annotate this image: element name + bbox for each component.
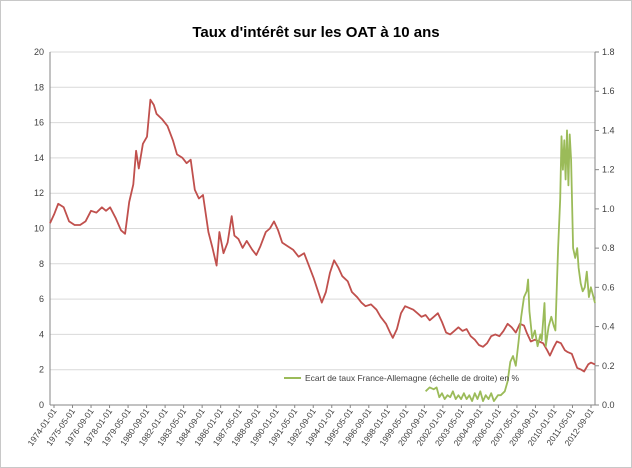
left-tick-label: 6 xyxy=(39,294,44,304)
spread-series-line xyxy=(424,129,596,402)
legend: Ecart de taux France-Allemagne (échelle … xyxy=(284,373,519,383)
right-tick-label: 0.2 xyxy=(602,361,615,371)
right-tick-label: 1.8 xyxy=(602,47,615,57)
legend-label: Ecart de taux France-Allemagne (échelle … xyxy=(305,373,519,383)
right-tick-label: 1.4 xyxy=(602,125,615,135)
left-tick-label: 18 xyxy=(34,82,44,92)
chart-title: Taux d'intérêt sur les OAT à 10 ans xyxy=(192,24,440,41)
oat-rate-series-line xyxy=(49,98,596,373)
x-axis-tick-labels: 1974-01-011975-05-011976-09-011978-01-01… xyxy=(26,406,596,448)
left-tick-label: 12 xyxy=(34,188,44,198)
grid xyxy=(50,51,595,371)
right-tick-label: 0.4 xyxy=(602,322,615,332)
left-tick-label: 16 xyxy=(34,118,44,128)
right-tick-label: 0.8 xyxy=(602,243,615,253)
right-tick-label: 1.2 xyxy=(602,165,615,175)
left-tick-label: 14 xyxy=(34,153,44,163)
right-tick-label: 0.0 xyxy=(602,400,615,410)
left-tick-label: 8 xyxy=(39,259,44,269)
left-tick-label: 0 xyxy=(39,400,44,410)
left-tick-label: 10 xyxy=(34,224,44,234)
series-lines xyxy=(49,98,596,402)
left-tick-label: 4 xyxy=(39,329,44,339)
axes xyxy=(49,51,599,408)
left-axis-tick-labels: 0 2 4 6 8 10 12 14 16 18 20 xyxy=(34,47,44,410)
right-tick-label: 0.6 xyxy=(602,282,615,292)
right-tick-label: 1.6 xyxy=(602,86,615,96)
left-tick-label: 20 xyxy=(34,47,44,57)
right-tick-label: 1.0 xyxy=(602,204,615,214)
right-axis-tick-labels: 0.0 0.2 0.4 0.6 0.8 1.0 1.2 1.4 1.6 1.8 xyxy=(602,47,615,410)
left-tick-label: 2 xyxy=(39,365,44,375)
